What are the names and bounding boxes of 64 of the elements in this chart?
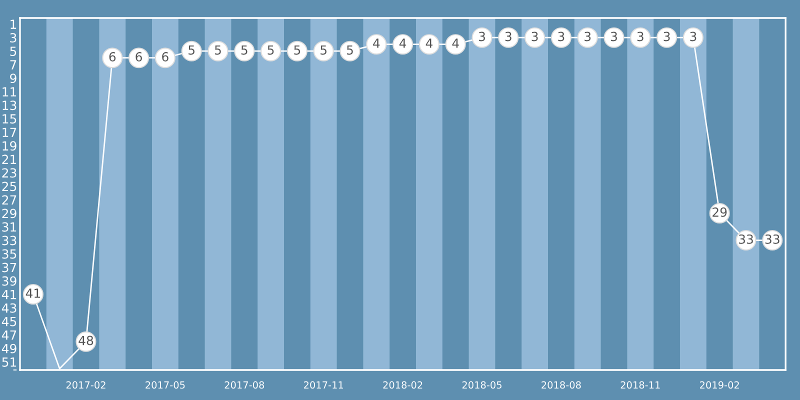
- data-label: 6: [136, 52, 142, 62]
- data-label: 4: [399, 38, 406, 48]
- y-tick-label: 11: [2, 87, 16, 96]
- y-tick-label: 43: [2, 303, 16, 313]
- y-tick-label: 9: [10, 74, 16, 84]
- y-tick-label: 31: [2, 222, 16, 232]
- y-tick-label: 27: [2, 195, 16, 204]
- x-tick-label: 2017-02: [66, 381, 106, 389]
- y-tick-label: 21: [2, 154, 16, 164]
- y-tick-label: 15: [2, 114, 16, 124]
- y-tick-label: 7: [10, 60, 16, 70]
- data-label: 3: [532, 32, 538, 42]
- x-tick-label: 2018-08: [542, 381, 581, 389]
- data-label: 6: [109, 52, 116, 62]
- y-tick-label: 23: [2, 168, 16, 178]
- data-label: 4: [426, 38, 432, 48]
- y-tick-label: 37: [2, 262, 16, 272]
- x-tick-label: 2019-02: [700, 381, 739, 389]
- data-label: 5: [214, 45, 221, 55]
- data-label: 3: [690, 32, 696, 42]
- data-label: 41: [26, 288, 40, 298]
- y-tick-label: 29: [2, 208, 16, 218]
- y-tick-label: -: [13, 369, 17, 370]
- data-label: 48: [78, 336, 94, 346]
- data-label: 5: [320, 45, 326, 55]
- y-tick-label: 33: [2, 236, 16, 246]
- data-label: 29: [712, 207, 727, 217]
- y-tick-label: 51: [2, 358, 16, 367]
- x-tick-label: 2017-05: [146, 381, 185, 389]
- data-label: 3: [610, 32, 617, 42]
- data-label: 3: [478, 32, 485, 42]
- y-tick-label: 39: [2, 276, 16, 286]
- data-label: 4: [452, 38, 459, 48]
- data-label: 5: [241, 45, 248, 55]
- y-tick-label: 5: [10, 46, 16, 56]
- x-tick-label: 2017-11: [304, 381, 344, 389]
- x-tick-label: 2017-08: [224, 381, 264, 389]
- y-tick-label: 17: [2, 128, 16, 137]
- y-tick-label: 49: [2, 344, 16, 354]
- data-label: 5: [268, 45, 274, 55]
- data-label: 5: [294, 45, 300, 55]
- y-tick-label: 19: [2, 141, 16, 151]
- x-tick-label: 2018-11: [620, 381, 660, 389]
- data-label: 6: [162, 52, 168, 62]
- data-label: 33: [739, 234, 753, 244]
- data-label: 5: [346, 45, 353, 55]
- data-label: 3: [505, 32, 512, 42]
- y-tick-label: 45: [2, 316, 16, 326]
- x-tick-label: 2018-05: [462, 381, 502, 389]
- data-label: 3: [584, 32, 591, 42]
- data-label: 4: [373, 38, 380, 48]
- y-tick-label: 25: [2, 182, 16, 192]
- data-label: 3: [558, 32, 564, 42]
- data-label: 33: [765, 234, 780, 244]
- y-tick-label: 41: [2, 290, 16, 300]
- y-tick-label: 35: [2, 249, 16, 259]
- y-tick-label: 47: [2, 330, 16, 340]
- y-tick-label: 1: [10, 20, 16, 29]
- data-label: 5: [188, 45, 194, 55]
- y-tick-label: 3: [10, 33, 16, 43]
- data-label: 3: [637, 32, 644, 42]
- x-tick-label: 2018-02: [383, 381, 422, 389]
- y-tick-label: 13: [2, 100, 16, 110]
- data-label: 3: [664, 32, 670, 42]
